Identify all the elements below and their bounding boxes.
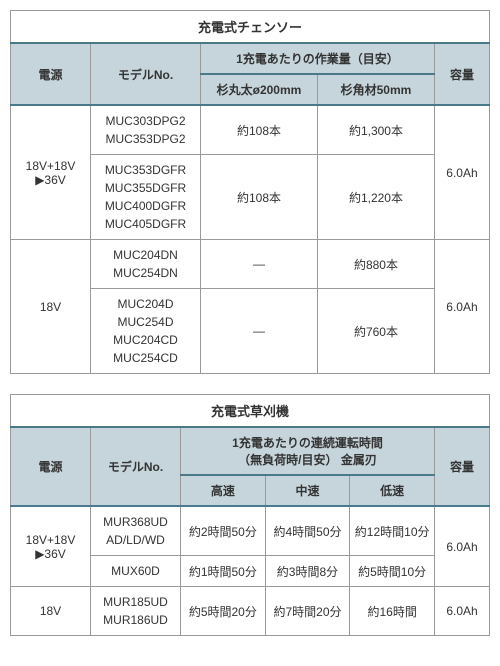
- table-title-row: 充電式チェンソー: [11, 11, 490, 44]
- value-cell: 約108本: [201, 155, 318, 240]
- value-cell: 約7時間20分: [265, 587, 350, 636]
- power-cell: 18V: [11, 240, 91, 374]
- header-model: モデルNo.: [91, 43, 201, 105]
- power-cell: 18V: [11, 587, 91, 636]
- table-row: 18V MUR185UD MUR186UD 約5時間20分 約7時間20分 約1…: [11, 587, 490, 636]
- value-cell: 約5時間10分: [350, 556, 435, 587]
- table-row: 18V+18V ▶36V MUC303DPG2 MUC353DPG2 約108本…: [11, 105, 490, 155]
- header-power: 電源: [11, 43, 91, 105]
- model-cell: MUC303DPG2 MUC353DPG2: [91, 105, 201, 155]
- value-cell: 約1,220本: [317, 155, 434, 240]
- value-cell: 約2時間50分: [181, 506, 266, 556]
- header-capacity: 容量: [434, 427, 489, 506]
- table-header-row: 電源 モデルNo. 1充電あたりの作業量（目安） 容量: [11, 43, 490, 74]
- table-title: 充電式草刈機: [11, 395, 490, 428]
- header-runtime: 1充電あたりの連続運転時間 （無負荷時/目安） 金属刃: [181, 427, 435, 475]
- model-cell: MUX60D: [91, 556, 181, 587]
- table-title-row: 充電式草刈機: [11, 395, 490, 428]
- value-cell: 約880本: [317, 240, 434, 289]
- header-work: 1充電あたりの作業量（目安）: [201, 43, 435, 74]
- capacity-cell: 6.0Ah: [434, 506, 489, 587]
- model-cell: MUR185UD MUR186UD: [91, 587, 181, 636]
- header-col2: 杉角材50mm: [317, 74, 434, 105]
- value-cell: —: [201, 240, 318, 289]
- header-capacity: 容量: [434, 43, 489, 105]
- value-cell: 約1,300本: [317, 105, 434, 155]
- value-cell: —: [201, 289, 318, 374]
- capacity-cell: 6.0Ah: [434, 240, 489, 374]
- header-model: モデルNo.: [91, 427, 181, 506]
- capacity-cell: 6.0Ah: [434, 587, 489, 636]
- chainsaw-table: 充電式チェンソー 電源 モデルNo. 1充電あたりの作業量（目安） 容量 杉丸太…: [10, 10, 490, 374]
- header-power: 電源: [11, 427, 91, 506]
- value-cell: 約4時間50分: [265, 506, 350, 556]
- table-title: 充電式チェンソー: [11, 11, 490, 44]
- capacity-cell: 6.0Ah: [434, 105, 489, 240]
- table-row: 18V+18V ▶36V MUR368UD AD/LD/WD 約2時間50分 約…: [11, 506, 490, 556]
- value-cell: 約5時間20分: [181, 587, 266, 636]
- model-cell: MUR368UD AD/LD/WD: [91, 506, 181, 556]
- table-header-row: 電源 モデルNo. 1充電あたりの連続運転時間 （無負荷時/目安） 金属刃 容量: [11, 427, 490, 475]
- header-col1: 杉丸太ø200mm: [201, 74, 318, 105]
- value-cell: 約16時間: [350, 587, 435, 636]
- header-mid: 中速: [265, 475, 350, 506]
- table-row: 18V MUC204DN MUC254DN — 約880本 6.0Ah: [11, 240, 490, 289]
- model-cell: MUC353DGFR MUC355DGFR MUC400DGFR MUC405D…: [91, 155, 201, 240]
- header-high: 高速: [181, 475, 266, 506]
- power-cell: 18V+18V ▶36V: [11, 105, 91, 240]
- model-cell: MUC204DN MUC254DN: [91, 240, 201, 289]
- header-low: 低速: [350, 475, 435, 506]
- value-cell: 約108本: [201, 105, 318, 155]
- value-cell: 約760本: [317, 289, 434, 374]
- value-cell: 約3時間8分: [265, 556, 350, 587]
- model-cell: MUC204D MUC254D MUC204CD MUC254CD: [91, 289, 201, 374]
- value-cell: 約1時間50分: [181, 556, 266, 587]
- power-cell: 18V+18V ▶36V: [11, 506, 91, 587]
- value-cell: 約12時間10分: [350, 506, 435, 556]
- grass-cutter-table: 充電式草刈機 電源 モデルNo. 1充電あたりの連続運転時間 （無負荷時/目安）…: [10, 394, 490, 636]
